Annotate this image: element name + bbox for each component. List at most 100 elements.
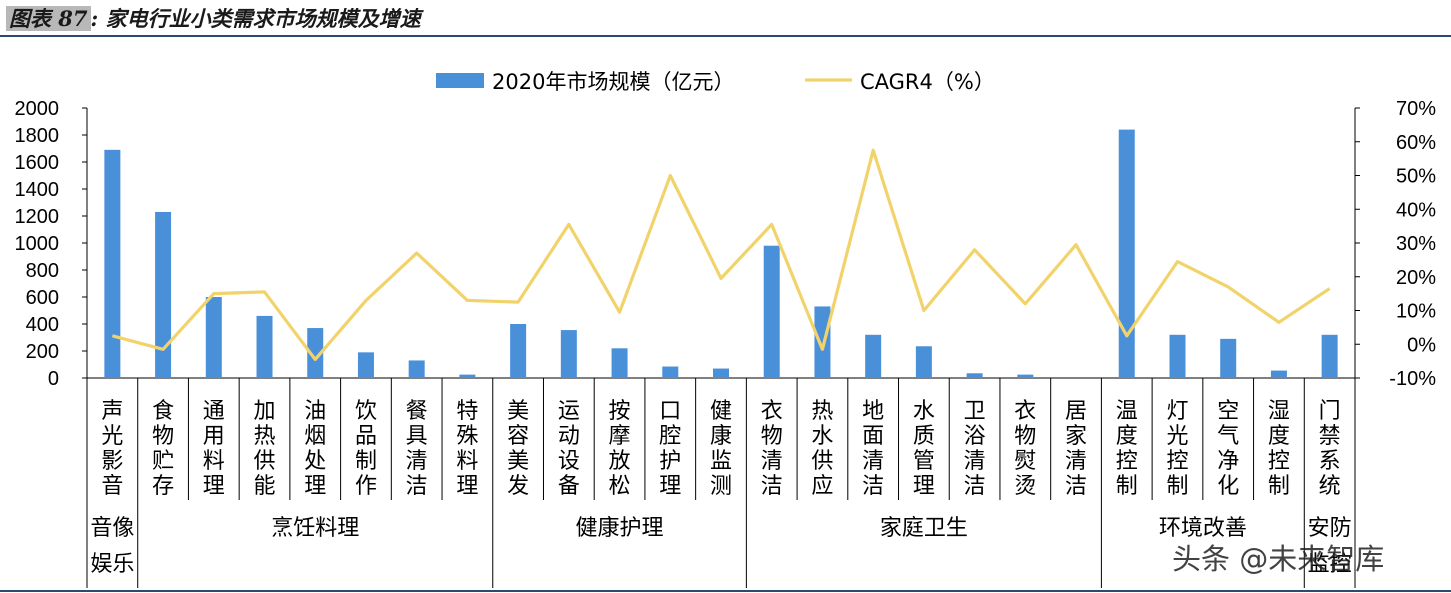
group-label: 健康护理 (576, 516, 664, 541)
bar (104, 149, 121, 378)
category-label-char: 食 (152, 399, 174, 424)
category-label-char: 按 (609, 399, 631, 424)
group-label: 烹饪料理 (271, 516, 359, 541)
category-label-char: 美 (507, 399, 529, 424)
category-label: 地面清洁 (862, 399, 884, 499)
category-label-char: 料 (456, 449, 478, 474)
group-label-line: 音像 (90, 516, 134, 541)
category-label-char: 应 (811, 474, 833, 499)
category-label: 衣物清洁 (761, 399, 783, 499)
group-label: 环境改善 (1159, 516, 1247, 541)
category-label-char: 理 (203, 474, 225, 499)
category-label-char: 控 (1268, 449, 1290, 474)
bar (510, 324, 527, 378)
category-label-char: 光 (1166, 424, 1188, 449)
category-label-char: 运 (558, 399, 580, 424)
category-label: 温度控制 (1116, 399, 1138, 499)
bar (256, 315, 273, 378)
category-label-char: 摩 (609, 424, 631, 449)
group-label-line: 安防 (1308, 516, 1352, 541)
category-label-char: 灯 (1166, 399, 1188, 424)
right-axis-tick-label: 0% (1407, 334, 1436, 356)
group-label: 安防监控 (1308, 516, 1352, 577)
left-axis-tick-label: 1600 (15, 152, 60, 174)
category-label-char: 质 (913, 424, 935, 449)
category-label-char: 禁 (1319, 424, 1341, 449)
category-label-char: 统 (1319, 474, 1341, 499)
category-label-char: 用 (203, 424, 225, 449)
bar (966, 373, 983, 378)
figure-caption: 图表 87: 家电行业小类需求市场规模及增速 (6, 3, 421, 33)
category-label-char: 具 (406, 424, 428, 449)
legend-bar-label: 2020年市场规模（亿元） (492, 70, 734, 94)
category-label-char: 系 (1319, 449, 1341, 474)
category-label-char: 物 (761, 424, 783, 449)
footer-rule (0, 590, 1451, 592)
category-label-char: 特 (456, 399, 478, 424)
chart-title: 家电行业小类需求市场规模及增速 (105, 6, 421, 31)
category-label: 门禁系统 (1319, 399, 1341, 499)
category-label-char: 贮 (152, 449, 174, 474)
left-axis-tick-label: 0 (48, 368, 59, 390)
category-label: 餐具清洁 (406, 399, 428, 499)
category-label: 热水供应 (811, 399, 833, 499)
category-label-char: 发 (507, 474, 529, 499)
category-label: 运动设备 (558, 399, 580, 499)
left-axis-tick-label: 2000 (15, 98, 60, 120)
bar (155, 211, 172, 378)
category-label-char: 洁 (1065, 474, 1087, 499)
category-label-char: 饮 (355, 399, 377, 424)
bar (1220, 338, 1237, 378)
left-axis-tick-label: 600 (26, 287, 59, 309)
group-label-line: 娱乐 (90, 552, 134, 577)
category-label-char: 制 (1166, 474, 1188, 499)
bar (1270, 370, 1287, 378)
category-label-char: 洁 (964, 474, 986, 499)
group-label-line: 监控 (1308, 552, 1352, 577)
category-label-char: 居 (1065, 399, 1087, 424)
right-axis-tick-label: 40% (1396, 199, 1436, 221)
category-label-char: 热 (811, 399, 833, 424)
category-label-char: 油 (304, 399, 326, 424)
bar (357, 352, 374, 378)
category-label-char: 备 (558, 474, 580, 499)
category-label-char: 烟 (304, 424, 326, 449)
category-label-char: 供 (254, 449, 276, 474)
category-label: 通用料理 (203, 399, 225, 499)
bar (865, 334, 882, 378)
category-label-char: 作 (355, 474, 377, 499)
category-label-char: 控 (1166, 449, 1188, 474)
category-label-char: 度 (1116, 424, 1138, 449)
category-label-char: 物 (1014, 424, 1036, 449)
category-label: 美容美发 (507, 399, 529, 499)
right-axis-tick-label: 10% (1396, 301, 1436, 323)
category-label-char: 清 (862, 449, 884, 474)
category-label-char: 加 (254, 399, 276, 424)
category-label-char: 测 (710, 474, 732, 499)
right-axis-tick-label: 20% (1396, 267, 1436, 289)
category-label-char: 水 (913, 399, 935, 424)
right-axis-tick-label: 60% (1396, 132, 1436, 154)
category-label-char: 家 (1065, 424, 1087, 449)
category-label-char: 餐 (406, 399, 428, 424)
category-label-char: 清 (1065, 449, 1087, 474)
category-label: 灯光控制 (1166, 399, 1188, 499)
category-label-char: 面 (862, 424, 884, 449)
category-label-char: 美 (507, 449, 529, 474)
left-axis-tick-label: 1800 (15, 125, 60, 147)
category-label-char: 洁 (862, 474, 884, 499)
category-label: 卫浴清洁 (964, 399, 986, 499)
bar (814, 306, 831, 378)
category-label-char: 熨 (1014, 449, 1036, 474)
group-label: 音像娱乐 (90, 516, 134, 577)
category-label-char: 料 (203, 449, 225, 474)
category-label-char: 健 (710, 399, 732, 424)
category-label-char: 松 (609, 474, 631, 499)
category-label-char: 地 (862, 399, 884, 424)
category-label: 口腔护理 (659, 399, 681, 499)
category-label-char: 卫 (964, 399, 986, 424)
category-label: 空气净化 (1217, 399, 1239, 499)
category-label-char: 供 (811, 449, 833, 474)
category-label: 按摩放松 (609, 399, 631, 499)
category-label-char: 理 (913, 474, 935, 499)
